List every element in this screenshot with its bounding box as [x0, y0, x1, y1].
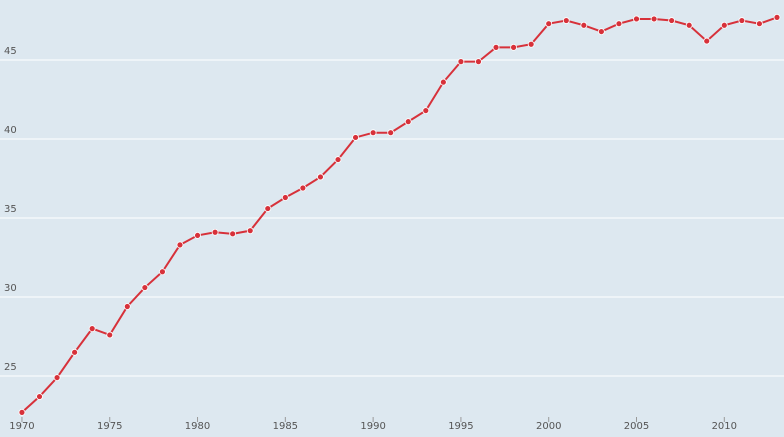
- data-point: [176, 241, 184, 249]
- data-point: [194, 232, 201, 239]
- data-point: [510, 43, 517, 51]
- y-tick-label: 40: [4, 125, 17, 136]
- data-point: [53, 374, 61, 381]
- data-point: [88, 325, 96, 333]
- data-point: [18, 408, 26, 416]
- x-tick-label: 1990: [360, 421, 385, 432]
- data-point: [562, 17, 570, 24]
- data-point: [738, 17, 746, 24]
- data-point: [492, 43, 500, 51]
- x-tick-label: 2005: [624, 421, 649, 432]
- data-point: [71, 348, 79, 356]
- x-tick-label: 1975: [97, 421, 122, 432]
- data-point: [685, 21, 693, 29]
- data-point: [106, 331, 114, 339]
- data-point: [246, 227, 254, 235]
- data-point: [439, 78, 447, 86]
- x-tick-label: 2010: [712, 421, 737, 432]
- data-point: [527, 40, 535, 48]
- data-point: [773, 13, 781, 21]
- data-point: [457, 58, 465, 66]
- data-point: [36, 393, 43, 400]
- data-point: [299, 184, 307, 192]
- x-tick-label: 1970: [9, 421, 34, 432]
- data-point: [422, 107, 430, 114]
- y-tick-label: 35: [4, 204, 17, 215]
- data-point: [229, 230, 237, 238]
- data-point: [387, 129, 395, 137]
- x-tick-label: 2000: [536, 421, 561, 432]
- x-tick-label: 1995: [448, 421, 473, 432]
- data-point: [404, 118, 412, 126]
- data-point: [352, 134, 359, 141]
- data-point: [650, 15, 658, 23]
- data-point: [756, 20, 763, 28]
- data-point: [123, 303, 131, 310]
- x-tick-label: 1985: [273, 421, 298, 432]
- data-point: [369, 129, 377, 137]
- data-point: [159, 268, 166, 276]
- y-tick-label: 30: [4, 283, 17, 294]
- data-point: [264, 205, 272, 212]
- data-point: [703, 37, 711, 45]
- data-point: [475, 58, 482, 66]
- data-point: [545, 20, 553, 28]
- data-point: [334, 156, 342, 163]
- data-point: [281, 194, 289, 201]
- data-point: [141, 284, 149, 291]
- data-point: [211, 228, 219, 236]
- y-tick-label: 45: [4, 46, 17, 57]
- data-point: [615, 20, 623, 28]
- data-point: [597, 28, 605, 35]
- data-point: [317, 173, 324, 181]
- data-point: [668, 17, 676, 24]
- y-tick-label: 25: [4, 362, 17, 373]
- data-point: [633, 15, 640, 23]
- x-tick-label: 1980: [185, 421, 210, 432]
- data-point: [720, 21, 728, 29]
- data-point: [580, 21, 588, 29]
